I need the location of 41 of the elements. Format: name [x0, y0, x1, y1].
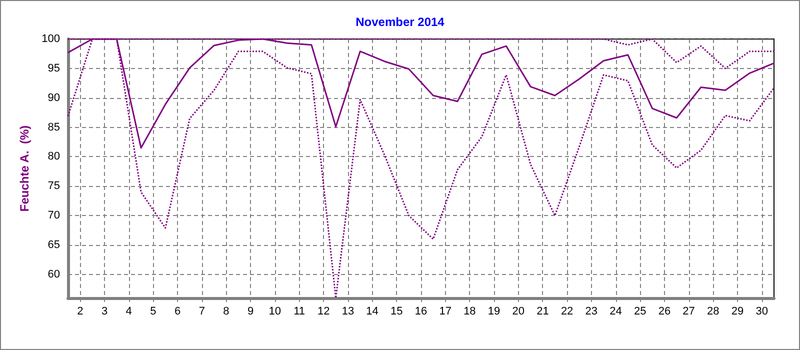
y-tick-label: 65 — [48, 239, 60, 252]
x-tick-label: 8 — [223, 306, 230, 318]
x-tick-label: 23 — [585, 306, 598, 318]
y-tick-label: 95 — [48, 62, 60, 74]
x-tick-label: 12 — [317, 306, 330, 318]
x-tick-label: 19 — [488, 306, 500, 318]
chart-title: November 2014 — [356, 15, 445, 29]
x-tick-label: 27 — [682, 306, 695, 318]
x-tick-label: 11 — [294, 306, 305, 318]
y-tick-label: 80 — [48, 150, 60, 163]
x-tick-label: 26 — [658, 306, 671, 318]
y-tick-label: 90 — [48, 92, 60, 104]
x-tick-label: 6 — [174, 306, 181, 318]
x-tick-label: 20 — [512, 306, 525, 318]
x-tick-label: 10 — [268, 306, 282, 318]
line-series — [67, 38, 775, 299]
x-tick-label: 15 — [390, 306, 403, 318]
y-tick-label: 70 — [48, 210, 60, 222]
x-tick-label: 24 — [610, 306, 622, 318]
x-tick-label: 13 — [342, 306, 354, 318]
x-tick-label: 3 — [101, 306, 108, 318]
x-tick-label: 14 — [366, 306, 378, 318]
x-tick-label: 5 — [150, 306, 156, 318]
x-tick-label: 25 — [634, 306, 646, 318]
x-tick-label: 21 — [536, 306, 549, 318]
x-tick-label: 4 — [126, 306, 132, 318]
x-tick-label: 9 — [248, 306, 254, 318]
x-tick-label: 17 — [439, 306, 452, 318]
y-axis-title: Feuchte A. (%) — [18, 125, 32, 212]
y-tick-label: 100 — [42, 33, 60, 45]
y-tick-label: 60 — [48, 268, 60, 280]
x-tick-label: 29 — [731, 306, 744, 318]
x-tick-label: 7 — [198, 306, 205, 318]
x-tick-label: 30 — [756, 306, 768, 318]
x-tick-label: 28 — [707, 306, 720, 318]
x-tick-label: 22 — [560, 306, 574, 318]
x-tick-label: 18 — [464, 306, 476, 318]
y-tick-label: 75 — [48, 180, 60, 192]
y-tick-label: 85 — [48, 121, 60, 134]
x-tick-label: 16 — [414, 306, 428, 318]
x-tick-label: 2 — [77, 306, 84, 318]
